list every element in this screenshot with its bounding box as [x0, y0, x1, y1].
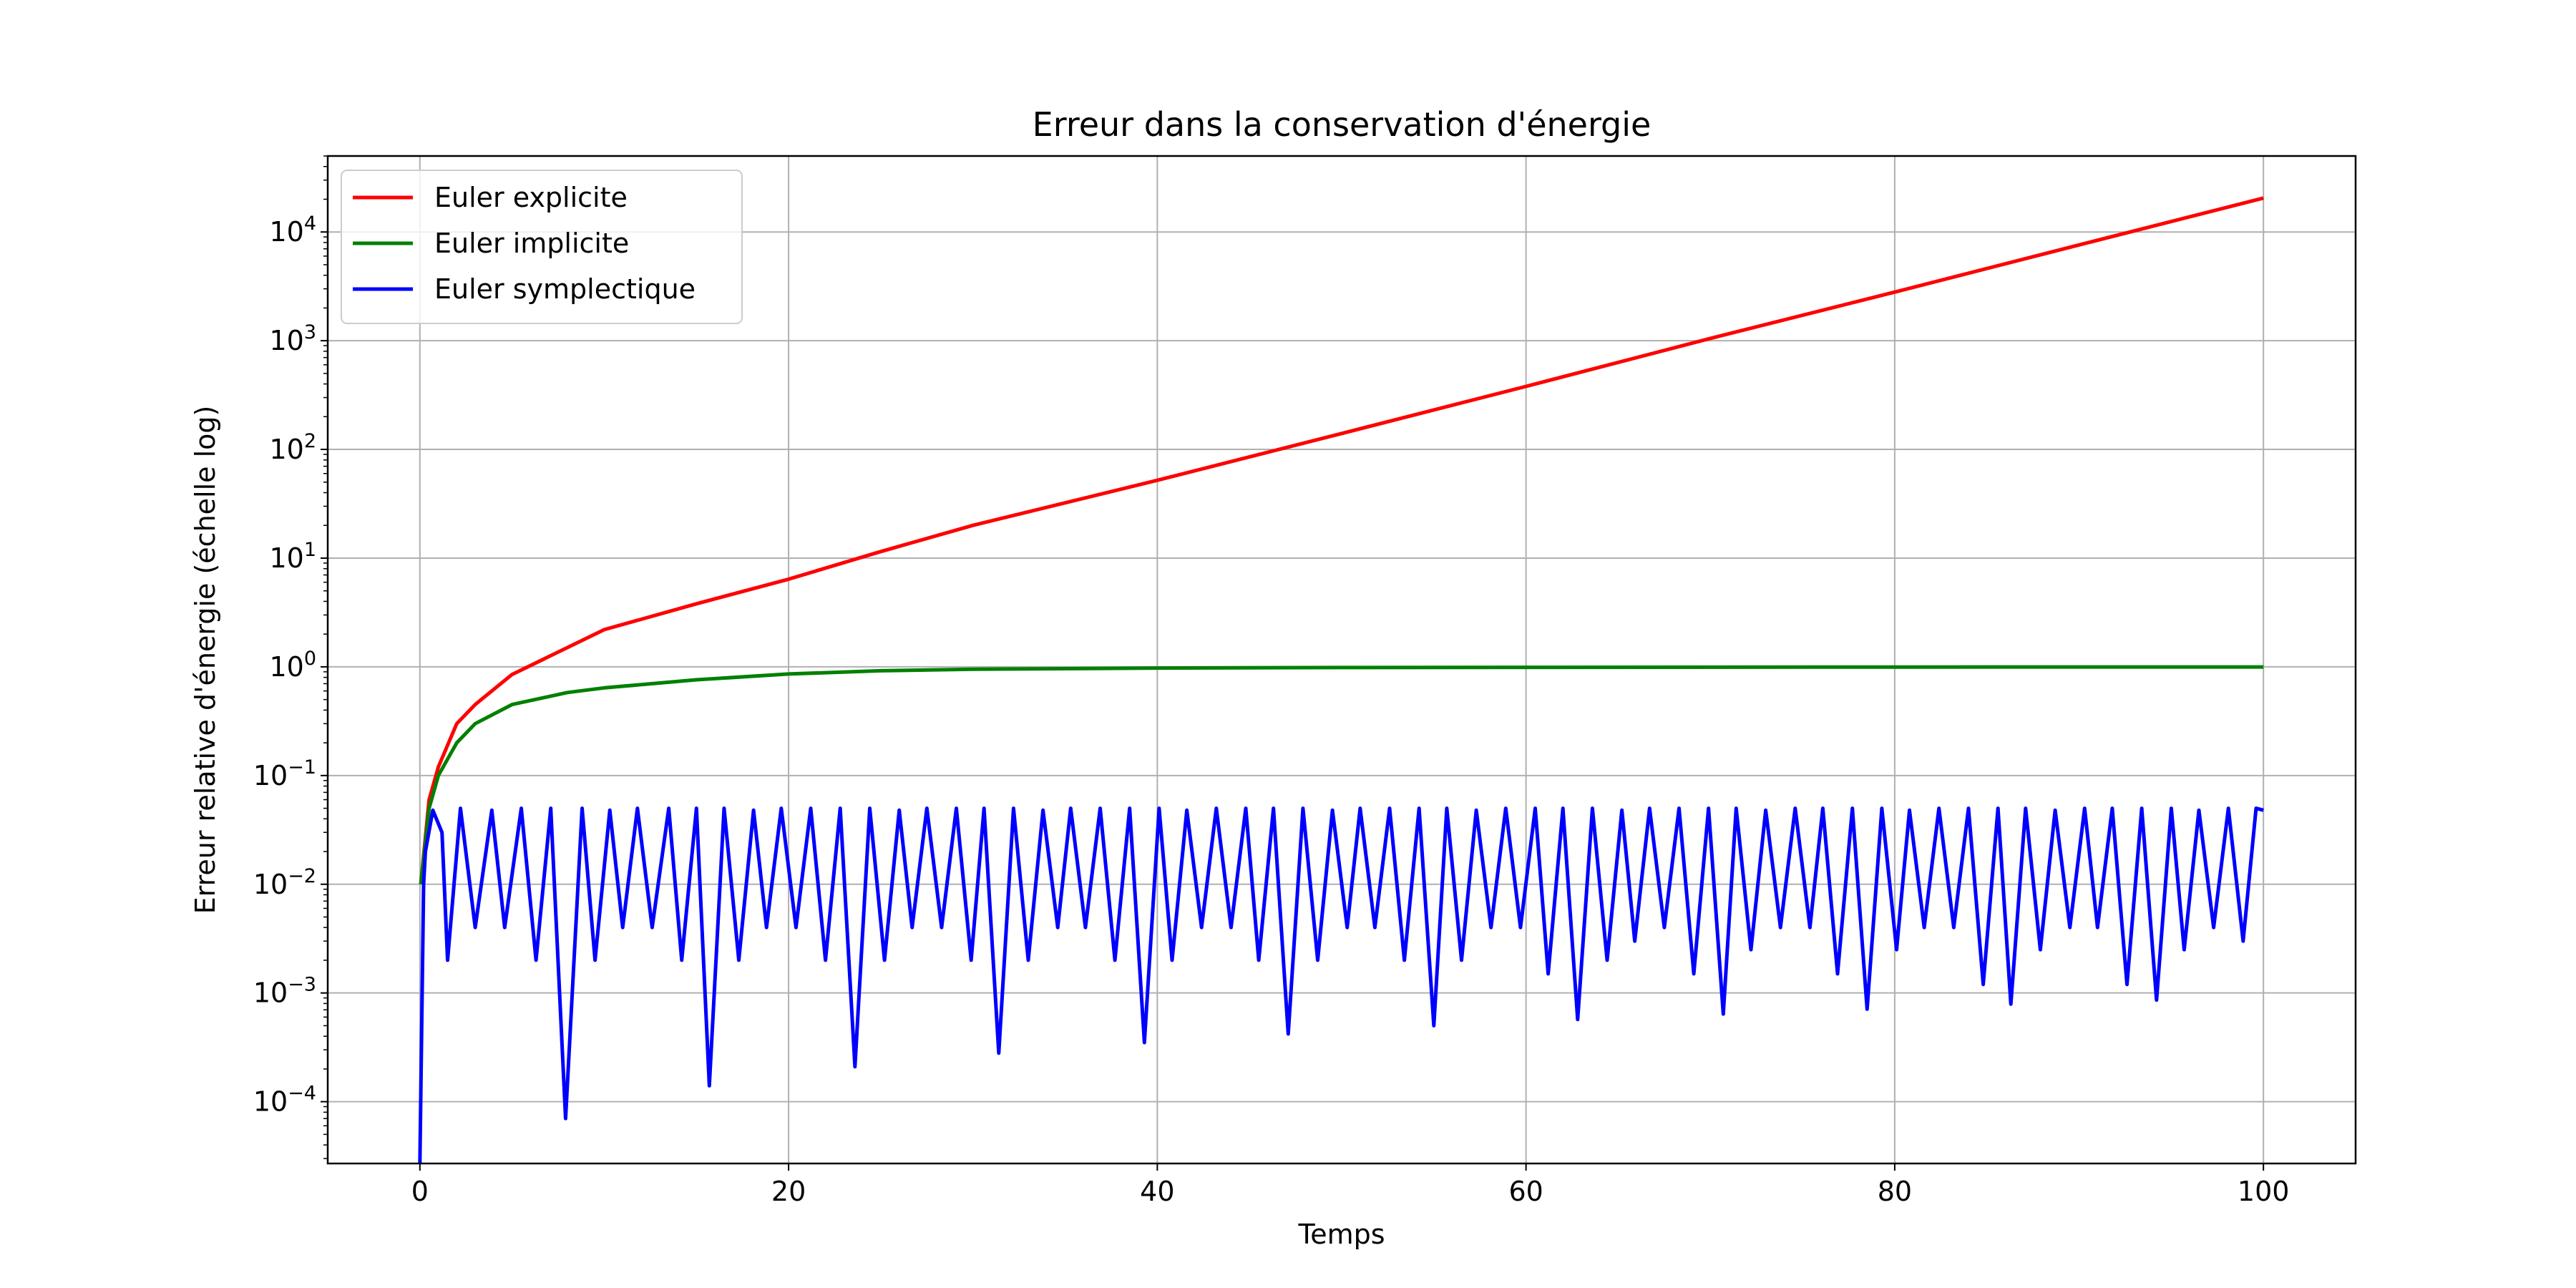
y-tick-base: 10 [269, 216, 303, 248]
y-tick-exponent: 0 [304, 648, 316, 670]
y-tick-label: 10−1 [253, 756, 316, 791]
x-axis-label: Temps [1297, 1219, 1385, 1250]
series-line [418, 806, 2264, 1164]
y-tick-label: 101 [269, 539, 316, 574]
x-tick-label: 40 [1140, 1176, 1174, 1207]
y-tick-base: 10 [253, 1086, 288, 1118]
y-tick-exponent: −3 [288, 974, 316, 996]
y-tick-exponent: 1 [304, 539, 316, 561]
y-tick-exponent: 4 [304, 213, 316, 235]
axes-frame [326, 155, 2357, 1165]
series-line [419, 665, 2264, 885]
chart-title: Erreur dans la conservation d'énergie [1033, 105, 1652, 144]
y-tick-label: 102 [269, 430, 316, 465]
y-axis-label: Erreur relative d'énergie (échelle log) [190, 406, 221, 914]
y-tick-label: 10−2 [253, 865, 316, 900]
legend-box [341, 170, 743, 324]
y-tick-exponent: 3 [304, 321, 316, 343]
y-tick-label: 10−3 [253, 974, 316, 1009]
y-tick-base: 10 [269, 542, 303, 574]
y-tick-base: 10 [269, 325, 303, 356]
y-tick-base: 10 [253, 869, 288, 900]
x-tick-label: 60 [1508, 1176, 1543, 1207]
y-tick-base: 10 [253, 977, 288, 1009]
legend-label: Euler symplectique [434, 273, 696, 305]
legend: Euler explicite Euler implicite Euler symp… [341, 170, 743, 324]
y-tick-exponent: −4 [288, 1083, 316, 1105]
ticks-layer: 0 20 40 60 80 10010−410−310−210−1100101102103… [253, 155, 2290, 1207]
y-tick-label: 100 [269, 648, 316, 683]
series-line [419, 196, 2264, 885]
legend-label: Euler implicite [434, 228, 629, 259]
y-tick-exponent: −1 [288, 756, 316, 779]
y-tick-exponent: 2 [304, 430, 316, 452]
x-tick-label: 100 [2238, 1176, 2290, 1207]
series-layer [418, 196, 2264, 1164]
y-tick-base: 10 [269, 434, 303, 465]
y-tick-label: 103 [269, 321, 316, 356]
x-tick-label: 80 [1878, 1176, 1912, 1207]
y-tick-label: 10−4 [253, 1083, 316, 1118]
legend-label: Euler explicite [434, 182, 628, 213]
x-tick-label: 20 [771, 1176, 806, 1207]
y-tick-base: 10 [253, 760, 288, 791]
y-tick-label: 104 [269, 213, 316, 248]
y-tick-exponent: −2 [288, 865, 316, 887]
y-tick-base: 10 [269, 651, 303, 683]
x-tick-label: 0 [411, 1176, 429, 1207]
